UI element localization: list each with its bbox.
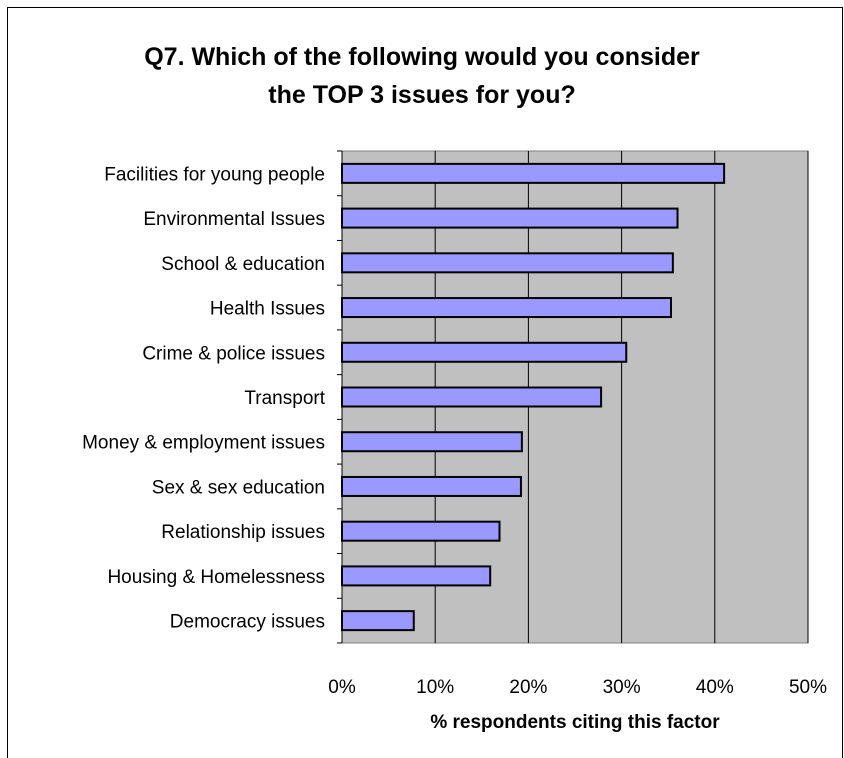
category-labels: Facilities for young people Environmental… (82, 164, 326, 632)
category-label-10: Democracy issues (170, 612, 325, 633)
category-label-5: Transport (244, 388, 325, 409)
category-label-1: Environmental Issues (143, 209, 325, 230)
bar-1 (341, 207, 679, 229)
x-tick-label-0: 0% (328, 677, 356, 698)
category-label-4: Crime & police issues (142, 343, 325, 364)
bar-0 (341, 162, 726, 184)
chart-title-line-2: the TOP 3 issues for you? (268, 81, 576, 109)
x-tick-label-5: 50% (789, 677, 827, 698)
chart-title-line-1: Q7. Which of the following would you con… (144, 43, 700, 71)
bar-6 (341, 431, 523, 453)
category-label-2: School & education (161, 254, 325, 275)
x-tick-label-2: 20% (509, 677, 547, 698)
y-axis-ticks (337, 150, 342, 644)
category-label-0: Facilities for young people (104, 164, 325, 185)
bar-7 (341, 475, 522, 497)
category-label-7: Sex & sex education (152, 477, 325, 498)
bar-8 (341, 520, 501, 542)
category-label-6: Money & employment issues (82, 433, 325, 454)
x-axis-label: % respondents citing this factor (430, 712, 720, 733)
bar-2 (341, 252, 674, 274)
bar-5 (341, 386, 603, 408)
tick-labels: 0% 10% 20% 30% 40% 50% (328, 677, 827, 698)
category-label-9: Housing & Homelessness (107, 567, 325, 588)
bar-9 (341, 565, 492, 587)
chart-frame (7, 7, 843, 758)
category-label-3: Health Issues (210, 299, 325, 320)
bars (341, 162, 726, 632)
x-tick-label-1: 10% (416, 677, 454, 698)
x-tick-label-4: 40% (696, 677, 734, 698)
bar-3 (341, 297, 672, 319)
category-label-8: Relationship issues (161, 522, 325, 543)
bar-10 (341, 610, 415, 632)
bar-4 (341, 341, 628, 363)
x-tick-label-3: 30% (603, 677, 641, 698)
